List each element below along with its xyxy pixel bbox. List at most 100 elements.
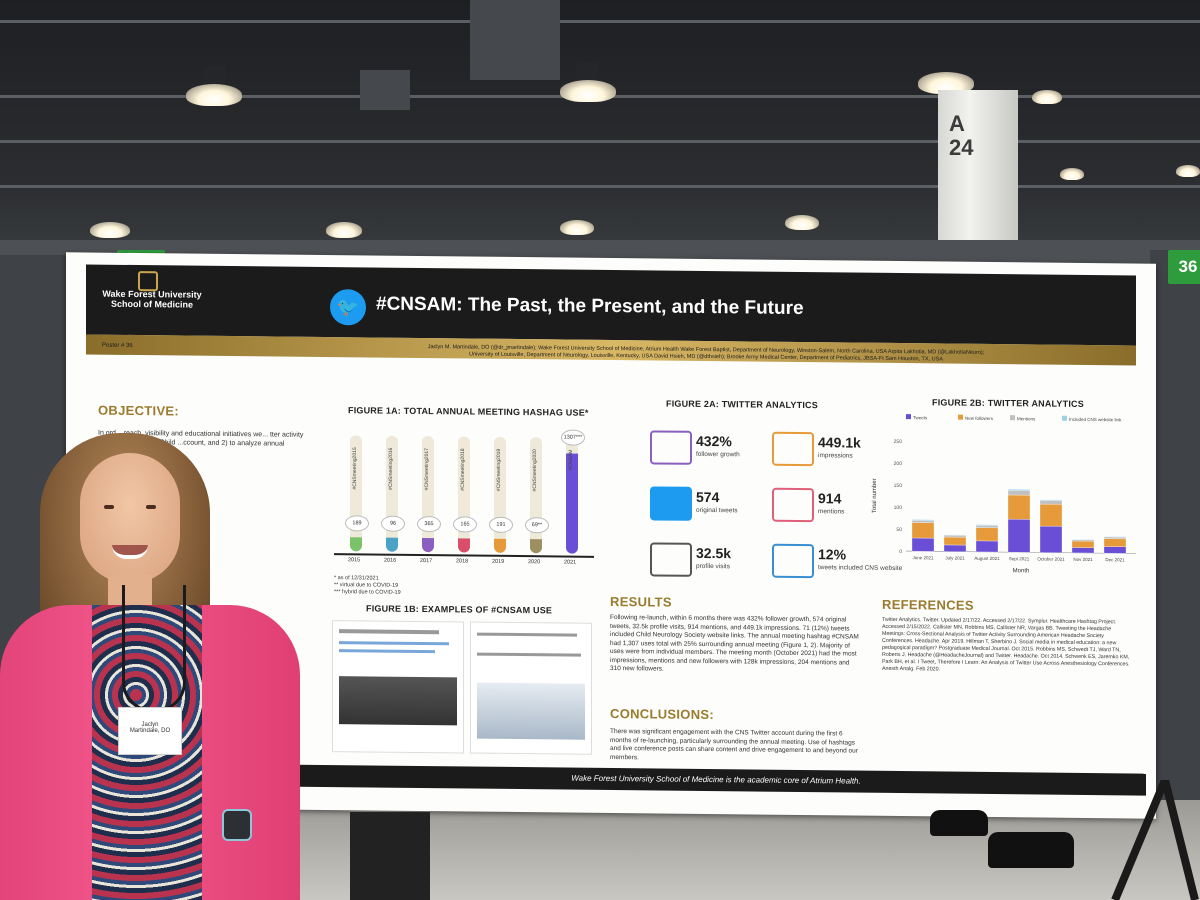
x-axis-label: Month [1013, 568, 1030, 574]
stat-value: 12% [818, 546, 847, 563]
presenter: Jaclyn Martindale, DO [0, 425, 310, 900]
presenter-eye [104, 505, 114, 509]
hashtag-tube-fill [350, 537, 362, 552]
hashtag-tube-fill [458, 538, 470, 553]
hashtag-tube-label: #CNSmeeting2015 [352, 447, 358, 490]
tweet-example-card [470, 621, 592, 755]
twitter-monthly-bar-chart: 250 200 150 100 50 0 Tweets New followers Mentio… [872, 414, 1136, 574]
bar-segment [975, 540, 999, 553]
bar-segment [1071, 539, 1095, 541]
y-axis-label: Total number [872, 478, 878, 513]
stat-label: profile visits [696, 562, 730, 571]
follower-growth-icon [650, 430, 692, 465]
legend-swatch [906, 414, 911, 420]
ceiling-lamp [785, 215, 819, 230]
bystander-shoe [988, 832, 1074, 868]
duct [470, 0, 560, 80]
ceiling-lamp [1176, 165, 1200, 177]
bar-segment [975, 524, 999, 526]
legend-label: Tweets [913, 415, 928, 420]
hashtag-tube-fill [422, 538, 434, 553]
tweet-text-line [339, 649, 435, 654]
presenter-face [80, 453, 180, 583]
bystander-legs [350, 812, 430, 900]
figure-1a-notes: * as of 12/31/2021 ** virtual due to COV… [334, 575, 401, 596]
x-tick-label: October 2021 [1037, 556, 1065, 561]
ceiling-lamp [1032, 90, 1062, 104]
bar-segment [911, 522, 935, 539]
year-label: 2019 [492, 558, 505, 565]
y-tick-label: 50 [896, 527, 902, 533]
booth-number-tag: 36 [1168, 250, 1200, 284]
figure-1a-title: FIGURE 1A: TOTAL ANNUAL MEETING HASHAG U… [348, 405, 589, 418]
research-poster: Wake Forest University School of Medicin… [66, 252, 1156, 819]
ceiling-lamp [560, 80, 616, 102]
stat-value: 449.1k [818, 434, 861, 451]
hashtag-tube-label: #CNSAM [568, 449, 574, 471]
bar-segment [943, 544, 967, 552]
bar-segment [1071, 540, 1095, 548]
original-tweets-icon [650, 486, 692, 521]
poster-title: #CNSAM: The Past, the Present, and the F… [376, 293, 804, 320]
ceiling-lamp [186, 84, 242, 106]
profile-visits-icon [650, 542, 692, 577]
legend-label: Included CNS website link [1069, 417, 1122, 423]
tweet-photo [477, 682, 585, 740]
stat-label: mentions [818, 508, 845, 516]
tweet-text-line [477, 652, 581, 657]
bar-segment [1103, 546, 1127, 554]
mentions-icon [772, 487, 814, 523]
x-tick-label: June 2021 [912, 555, 934, 560]
bar-segment [1071, 547, 1095, 554]
ceiling-truss [0, 185, 1200, 188]
ceiling [0, 0, 1200, 260]
hashtag-tube-fill [494, 538, 506, 553]
hashtag-count: 191 [489, 516, 513, 533]
stat-label: follower growth [696, 450, 740, 459]
twitter-bird-icon: 🐦 [330, 289, 366, 326]
hashtag-tube-label: #CNSmeeting2019 [496, 448, 502, 492]
website-link-icon [772, 543, 814, 579]
ceiling-lamp [1060, 168, 1084, 180]
year-label: 2020 [528, 559, 541, 566]
stat-value: 32.5k [696, 544, 732, 562]
bar-segment [975, 525, 999, 529]
hashtag-tube-label: #CNSmeeting2017 [424, 448, 430, 491]
ceiling-lamp [918, 72, 974, 94]
bar-segment [1007, 519, 1031, 553]
presenter-eye [146, 505, 156, 509]
bar-segment [1103, 536, 1127, 538]
hashtag-tube-label: #CNSmeeting2018 [460, 448, 466, 491]
bar-segment [1039, 525, 1063, 553]
presenter-smile [112, 545, 148, 559]
hashtag-count: 69** [525, 517, 549, 534]
conclusions-text: There was significant engagement with th… [610, 727, 858, 761]
legend-swatch [1062, 415, 1067, 421]
conclusions-heading: CONCLUSIONS: [610, 705, 714, 723]
legend-swatch [1010, 415, 1015, 421]
x-tick-label: Sept 2021 [1009, 556, 1030, 561]
y-tick-label: 100 [894, 505, 903, 511]
results-text: Following re-launch, within 6 months the… [610, 613, 859, 673]
tweet-text-line [477, 632, 577, 637]
smartwatch [222, 809, 252, 841]
figure-2b-title: FIGURE 2B: TWITTER ANALYTICS [932, 397, 1084, 409]
bystander-shoe [930, 810, 988, 836]
bar-segment [975, 527, 999, 542]
bar-segment [1039, 500, 1063, 505]
ceiling-lamp [90, 222, 130, 238]
hashtag-tube-fill [530, 539, 542, 554]
hashtag-count: 96 [381, 515, 405, 532]
hashtag-tube-fill [386, 537, 398, 552]
year-label: 2018 [456, 558, 469, 565]
poster-footer: Wake Forest University School of Medicin… [286, 764, 1146, 796]
bar-segment [1103, 538, 1127, 547]
references-text: Twitter Analytics. Twitter. Updated 2/17… [882, 616, 1130, 673]
poster-stand [1111, 780, 1199, 900]
bar-segment [1039, 499, 1063, 501]
lanyard [122, 585, 186, 712]
stat-label: impressions [818, 452, 853, 460]
hashtag-count: 365 [417, 515, 441, 533]
impressions-icon [772, 431, 814, 467]
legend-label: Mentions [1017, 416, 1036, 421]
